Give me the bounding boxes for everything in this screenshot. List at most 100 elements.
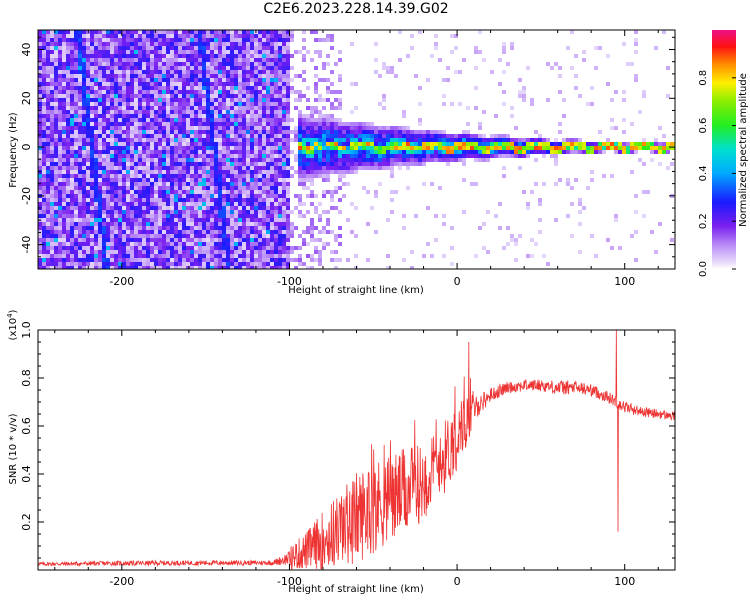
heatmap-cell	[218, 122, 222, 126]
heatmap-cell	[70, 82, 74, 86]
heatmap-cell	[90, 110, 94, 114]
heatmap-cell	[282, 150, 286, 154]
heatmap-cell	[186, 66, 190, 70]
heatmap-cell	[366, 146, 370, 150]
heatmap-cell	[86, 230, 90, 234]
heatmap-cell	[346, 134, 350, 138]
heatmap-cell	[542, 142, 546, 146]
heatmap-cell	[122, 110, 126, 114]
heatmap-cell	[118, 42, 122, 46]
heatmap-cell	[430, 142, 434, 146]
heatmap-cell	[542, 150, 546, 154]
heatmap-cell	[230, 114, 234, 118]
heatmap-cell	[538, 230, 542, 234]
heatmap-cell	[310, 154, 314, 158]
heatmap-cell	[54, 98, 58, 102]
heatmap-cell	[494, 138, 498, 142]
heatmap-cell	[86, 194, 90, 198]
heatmap-cell	[258, 118, 262, 122]
heatmap-cell	[482, 142, 486, 146]
heatmap-cell	[238, 58, 242, 62]
heatmap-cell	[166, 214, 170, 218]
heatmap-cell	[262, 142, 266, 146]
heatmap-cell	[310, 226, 314, 230]
heatmap-cell	[138, 146, 142, 150]
heatmap-cell	[42, 226, 46, 230]
heatmap-cell	[134, 250, 138, 254]
heatmap-cell	[150, 154, 154, 158]
heatmap-cell	[238, 134, 242, 138]
heatmap-cell	[278, 262, 282, 266]
heatmap-cell	[258, 250, 262, 254]
heatmap-cell	[114, 230, 118, 234]
heatmap-cell	[110, 94, 114, 98]
heatmap-cell	[138, 254, 142, 258]
heatmap-cell	[590, 146, 594, 150]
heatmap-cell	[198, 170, 202, 174]
heatmap-cell	[310, 130, 314, 134]
heatmap-cell	[194, 174, 198, 178]
heatmap-cell	[270, 266, 274, 269]
heatmap-cell	[254, 74, 258, 78]
heatmap-cell	[158, 222, 162, 226]
heatmap-cell	[98, 198, 102, 202]
heatmap-cell	[474, 86, 478, 90]
heatmap-cell	[486, 142, 490, 146]
heatmap-cell	[234, 42, 238, 46]
heatmap-cell	[46, 142, 50, 146]
heatmap-cell	[206, 122, 210, 126]
heatmap-cell	[186, 78, 190, 82]
heatmap-cell	[102, 166, 106, 170]
heatmap-cell	[118, 34, 122, 38]
heatmap-cell	[70, 190, 74, 194]
heatmap-cell	[190, 166, 194, 170]
heatmap-cell	[190, 110, 194, 114]
heatmap-cell	[238, 258, 242, 262]
heatmap-cell	[94, 86, 98, 90]
heatmap-cell	[130, 94, 134, 98]
heatmap-cell	[222, 134, 226, 138]
heatmap-cell	[146, 262, 150, 266]
heatmap-cell	[154, 142, 158, 146]
heatmap-cell	[462, 58, 466, 62]
heatmap-cell	[46, 210, 50, 214]
heatmap-cell	[54, 46, 58, 50]
heatmap-cell	[166, 138, 170, 142]
heatmap-cell	[130, 118, 134, 122]
heatmap-cell	[506, 134, 510, 138]
heatmap-cell	[298, 146, 302, 150]
heatmap-cell	[106, 90, 110, 94]
heatmap-cell	[434, 214, 438, 218]
heatmap-cell	[190, 150, 194, 154]
heatmap-cell	[534, 138, 538, 142]
heatmap-cell	[202, 190, 206, 194]
heatmap-cell	[254, 110, 258, 114]
heatmap-cell	[222, 262, 226, 266]
heatmap-cell	[142, 70, 146, 74]
heatmap-cell	[206, 166, 210, 170]
heatmap-cell	[86, 98, 90, 102]
heatmap-cell	[130, 130, 134, 134]
heatmap-cell	[158, 86, 162, 90]
heatmap-cell	[278, 38, 282, 42]
heatmap-cell	[150, 46, 154, 50]
heatmap-cell	[226, 170, 230, 174]
heatmap-cell	[150, 34, 154, 38]
heatmap-cell	[218, 178, 222, 182]
heatmap-cell	[158, 254, 162, 258]
heatmap-cell	[198, 230, 202, 234]
heatmap-cell	[166, 230, 170, 234]
heatmap-cell	[198, 54, 202, 58]
heatmap-cell	[286, 206, 290, 210]
heatmap-cell	[350, 202, 354, 206]
heatmap-cell	[170, 214, 174, 218]
heatmap-cell	[202, 258, 206, 262]
heatmap-cell	[58, 62, 62, 66]
heatmap-cell	[118, 150, 122, 154]
heatmap-cell	[222, 182, 226, 186]
heatmap-cell	[282, 242, 286, 246]
heatmap-cell	[62, 194, 66, 198]
heatmap-cell	[218, 138, 222, 142]
heatmap-cell	[50, 90, 54, 94]
heatmap-cell	[418, 150, 422, 154]
